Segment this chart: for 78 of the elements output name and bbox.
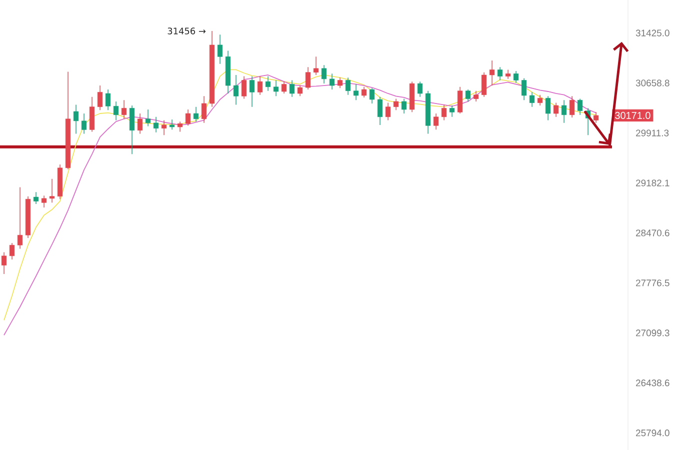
candlestick [561,100,567,124]
candlestick [393,98,399,111]
candlestick [193,106,199,122]
candlestick [113,101,119,121]
candlestick [177,121,183,132]
candlestick [305,66,311,90]
candlestick [289,80,295,98]
y-tick-label: 30658.8 [636,80,670,86]
candlestick [17,186,23,250]
candlestick [329,73,335,90]
candlestick [73,104,79,134]
y-tick-label: 28470.6 [636,230,670,236]
y-tick-label: 26438.6 [636,380,670,386]
candlestick [89,96,95,132]
candlestick [505,69,511,80]
candlestick [297,85,303,96]
candlestick [457,86,463,114]
candlestick [369,88,375,104]
candlestick [153,116,159,133]
candlestick [537,94,543,106]
candlestick [145,109,151,127]
candlestick [353,84,359,100]
candlestick [121,100,127,120]
candlestick [33,192,39,204]
candlestick [321,64,327,84]
candlestick [185,109,191,126]
candlestick [1,252,7,274]
candlestick [385,102,391,121]
candlestick [313,56,319,76]
candlestick [497,66,503,81]
candlestick [569,96,575,118]
candlestick [81,113,87,134]
candlestick [9,242,15,260]
candlestick [521,78,527,100]
candlestick [201,96,207,124]
candlestick [41,195,47,208]
candlestick [233,74,239,106]
y-tick-label: 29911.3 [636,130,669,136]
candlestick [217,34,223,64]
candlestick [361,86,367,98]
candlestick [273,80,279,96]
candlestick [281,81,287,94]
candlestick [529,92,535,108]
candlestick [545,96,551,121]
candlestick [49,178,55,203]
candlestick [137,113,143,134]
candlestick [161,120,167,136]
candlestick [473,90,479,102]
candlestick [449,105,455,118]
text: 30171.0 [615,112,650,119]
candlestick [481,72,487,98]
candlestick [489,60,495,86]
candlestick [265,76,271,92]
candlestick [169,119,175,130]
candlestick [465,89,471,102]
candlestick [433,113,439,130]
y-tick-label: 27099.3 [636,330,670,336]
candlestick [257,76,263,96]
candlestick [401,98,407,114]
candlestick [593,112,599,124]
y-tick-label: 29182.1 [636,180,670,186]
candlestick [577,98,583,116]
candlestick [97,85,103,111]
candlestick [241,76,247,100]
candlestick [105,89,111,111]
candlestick [377,96,383,126]
y-tick-label: 31425.0 [636,30,670,36]
candlestick [441,104,447,121]
y-tick-label: 27776.5 [636,280,670,286]
candlestick [337,77,343,89]
candlestick [345,77,351,96]
annotation: 31456 → [168,28,206,34]
candlestick [129,105,135,154]
candlestick [553,102,559,118]
candlestick [417,81,423,98]
y-tick-label: 25794.0 [636,430,670,436]
candlestick [513,70,519,84]
candlestick [249,76,255,108]
